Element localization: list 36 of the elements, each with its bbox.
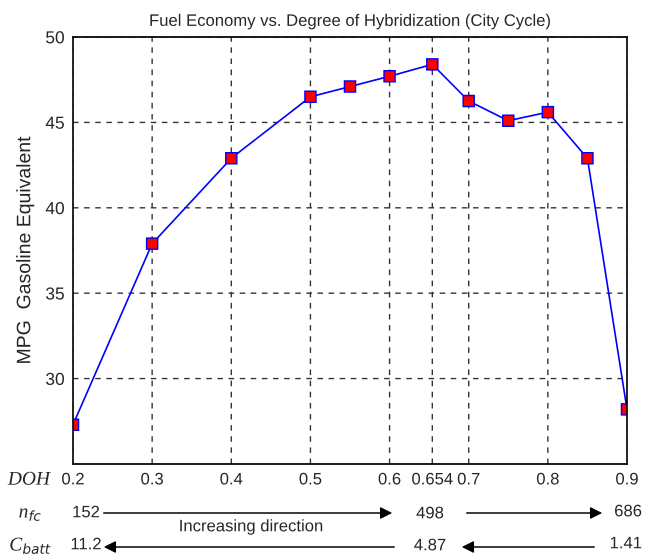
y-tick-label: 35 bbox=[46, 287, 64, 300]
text: Increasing direction bbox=[180, 519, 322, 535]
x-tick-label: 0.4 bbox=[220, 472, 242, 485]
point bbox=[146, 237, 158, 250]
point bbox=[383, 70, 396, 83]
text: n$_{fc}$ bbox=[19, 508, 41, 521]
x-tick-label: 0.654 bbox=[412, 472, 453, 485]
point bbox=[344, 80, 356, 93]
text: C$_{batt}$ bbox=[10, 538, 51, 554]
y-tick-label: 50 bbox=[46, 31, 64, 44]
y-tick-label: 45 bbox=[46, 116, 64, 129]
point bbox=[426, 58, 439, 71]
y-tick-label: 30 bbox=[46, 372, 64, 386]
point bbox=[225, 152, 238, 165]
text: 498 bbox=[416, 506, 444, 518]
point bbox=[542, 106, 554, 118]
x-tick-label: 0.9 bbox=[616, 472, 638, 485]
text: 11.2 bbox=[72, 538, 101, 550]
text: 686 bbox=[615, 504, 642, 516]
point bbox=[502, 114, 515, 127]
point bbox=[462, 94, 475, 108]
point bbox=[581, 152, 594, 165]
x-tick-label: 0.7 bbox=[458, 472, 480, 485]
text: 4.87 bbox=[414, 538, 446, 550]
x-tick-label: 0.5 bbox=[299, 472, 322, 485]
y-axis-title: MPG Gasoline Equivalent bbox=[16, 136, 34, 363]
x-tick-label: 0.2 bbox=[62, 472, 84, 485]
x-tick-label: 0.3 bbox=[141, 472, 163, 485]
text: 152 bbox=[73, 506, 100, 518]
text: DOH bbox=[8, 472, 51, 485]
x-tick-label: 0.6 bbox=[378, 472, 400, 485]
point bbox=[304, 90, 317, 104]
x-tick-label: 0.8 bbox=[536, 472, 559, 485]
y-tick-label: 40 bbox=[46, 202, 64, 214]
text: 1.41 bbox=[610, 536, 642, 548]
chart-title: Fuel Economy vs. Degree of Hybridization (City Cycle) bbox=[150, 14, 550, 30]
